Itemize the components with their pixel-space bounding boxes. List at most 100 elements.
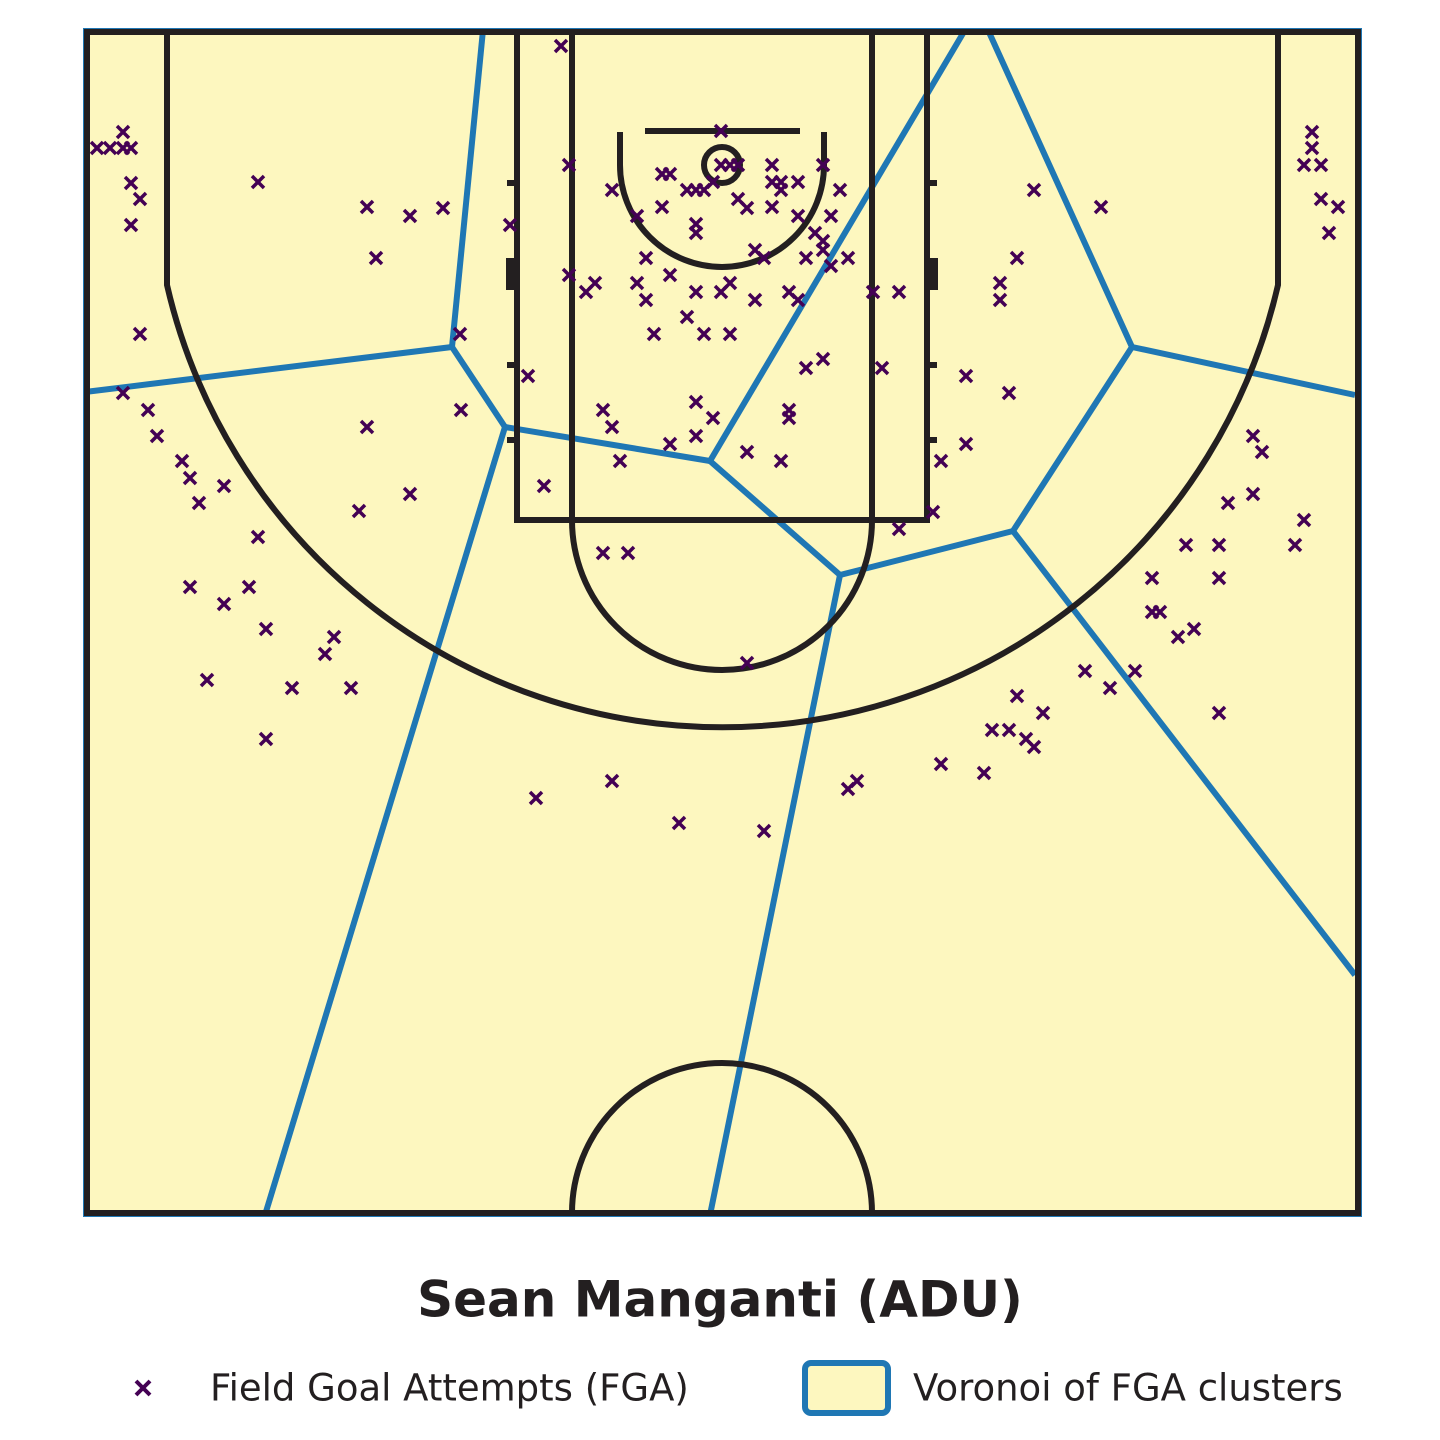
- shot-marker: [1009, 688, 1025, 704]
- shot-marker: [1296, 157, 1312, 173]
- voronoi-edge: [707, 574, 843, 1216]
- shot-marker: [115, 385, 131, 401]
- shot-marker: [317, 646, 333, 662]
- voronoi-edge: [1131, 344, 1356, 398]
- shot-marker: [1009, 250, 1025, 266]
- shot-marker: [1102, 680, 1118, 696]
- shot-marker: [1077, 663, 1093, 679]
- shot-marker: [1127, 663, 1143, 679]
- shot-marker: [241, 579, 257, 595]
- shot-marker: [595, 545, 611, 561]
- shot-marker: [781, 410, 797, 426]
- shot-marker: [250, 174, 266, 190]
- shot-marker: [958, 368, 974, 384]
- voronoi-edge: [839, 528, 1014, 578]
- shot-marker: [705, 174, 721, 190]
- shot-marker: [284, 680, 300, 696]
- legend-swatch: [802, 1360, 891, 1416]
- shot-marker: [629, 208, 645, 224]
- shot-marker: [1152, 604, 1168, 620]
- shot-marker: [123, 175, 139, 191]
- shot-marker: [984, 722, 1000, 738]
- shot-marker: [1186, 621, 1202, 637]
- shot-marker: [756, 823, 772, 839]
- shot-marker: [705, 410, 721, 426]
- shot-marker: [992, 275, 1008, 291]
- shot-marker: [688, 394, 704, 410]
- shot-marker: [182, 470, 198, 486]
- free-throw-circle: [569, 519, 875, 673]
- shot-marker: [1211, 570, 1227, 586]
- shot-marker: [1211, 705, 1227, 721]
- shot-marker: [739, 200, 755, 216]
- shot-marker: [561, 157, 577, 173]
- shot-marker: [1001, 722, 1017, 738]
- shot-marker: [1093, 199, 1109, 215]
- shot-marker: [612, 453, 628, 469]
- shot-marker: [823, 208, 839, 224]
- shot-marker: [662, 267, 678, 283]
- shot-marker: [1330, 199, 1346, 215]
- shot-marker: [435, 200, 451, 216]
- shot-marker: [654, 199, 670, 215]
- shot-marker: [368, 250, 384, 266]
- shot-marker: [452, 326, 468, 342]
- shot-marker: [402, 486, 418, 502]
- shot-marker: [874, 360, 890, 376]
- shot-marker: [1170, 629, 1186, 645]
- shot-marker: [359, 419, 375, 435]
- shot-marker: [662, 166, 678, 182]
- shot-marker: [629, 275, 645, 291]
- shot-marker: [638, 292, 654, 308]
- shot-marker: [747, 292, 763, 308]
- three-point-line: [164, 32, 1281, 731]
- shot-marker: [132, 191, 148, 207]
- shot-marker: [646, 326, 662, 342]
- shot-marker: [149, 428, 165, 444]
- shot-marker: [587, 275, 603, 291]
- shot-marker: [798, 250, 814, 266]
- shot-marker: [1287, 537, 1303, 553]
- shot-marker: [671, 815, 687, 831]
- shot-marker: [359, 199, 375, 215]
- shot-marker: [832, 182, 848, 198]
- shot-marker: [182, 579, 198, 595]
- shot-marker: [1245, 486, 1261, 502]
- shot-marker: [199, 672, 215, 688]
- shot-marker: [739, 655, 755, 671]
- shot-marker: [773, 453, 789, 469]
- shot-marker: [764, 157, 780, 173]
- shot-marker: [604, 182, 620, 198]
- shot-marker: [1245, 428, 1261, 444]
- shot-marker: [865, 284, 881, 300]
- shot-marker: [326, 629, 342, 645]
- shot-marker: [696, 326, 712, 342]
- shot-marker: [89, 140, 105, 156]
- shot-marker: [402, 208, 418, 224]
- shot-marker: [976, 765, 992, 781]
- shot-marker: [815, 351, 831, 367]
- shot-marker: [140, 402, 156, 418]
- shot-marker: [123, 217, 139, 233]
- shot-marker: [1001, 385, 1017, 401]
- shot-marker: [790, 292, 806, 308]
- shot-marker: [536, 478, 552, 494]
- shot-marker: [595, 402, 611, 418]
- shot-marker: [502, 217, 518, 233]
- shot-marker: [123, 140, 139, 156]
- shot-marker: [102, 140, 118, 156]
- shot-marker: [688, 216, 704, 232]
- shot-marker: [1211, 537, 1227, 553]
- shots: [89, 38, 1346, 839]
- shot-marker: [191, 495, 207, 511]
- shot-marker: [688, 284, 704, 300]
- paint-outer: [514, 29, 930, 523]
- shot-marker: [798, 360, 814, 376]
- shot-marker: [604, 773, 620, 789]
- shot-marker: [840, 250, 856, 266]
- shot-marker: [216, 596, 232, 612]
- shot-marker: [992, 292, 1008, 308]
- shot-marker: [849, 773, 865, 789]
- shot-marker: [722, 326, 738, 342]
- shot-marker: [1321, 225, 1337, 241]
